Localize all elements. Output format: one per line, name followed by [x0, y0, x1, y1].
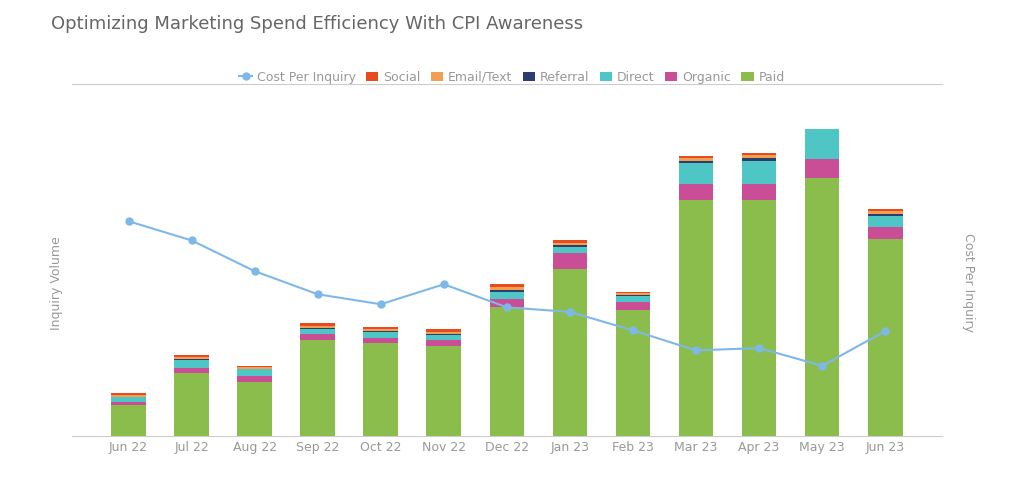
Bar — [679, 158, 714, 161]
Bar — [805, 159, 840, 179]
Bar — [238, 366, 272, 367]
Bar — [867, 211, 902, 213]
Bar — [679, 161, 714, 163]
Bar — [174, 360, 209, 368]
Bar — [553, 243, 588, 246]
Bar — [489, 284, 524, 287]
Bar — [741, 155, 776, 158]
Bar — [805, 179, 840, 436]
Bar — [174, 373, 209, 436]
Bar — [364, 332, 398, 338]
Bar — [805, 110, 840, 113]
Bar — [364, 329, 398, 331]
Bar — [364, 338, 398, 343]
Bar — [741, 161, 776, 184]
Bar — [426, 334, 461, 335]
Bar — [174, 359, 209, 360]
Bar — [174, 368, 209, 373]
Bar — [615, 302, 650, 310]
Bar — [364, 331, 398, 332]
Bar — [489, 308, 524, 436]
Bar — [426, 329, 461, 332]
Bar — [112, 402, 146, 405]
Bar — [741, 153, 776, 155]
Bar — [426, 340, 461, 346]
Bar — [300, 340, 335, 436]
Bar — [112, 395, 146, 397]
Bar — [238, 381, 272, 436]
Bar — [300, 329, 335, 334]
Bar — [238, 367, 272, 369]
Bar — [553, 247, 588, 252]
Bar — [553, 240, 588, 243]
Bar — [300, 328, 335, 329]
Bar — [300, 323, 335, 326]
Bar — [679, 156, 714, 158]
Bar — [489, 292, 524, 299]
Bar — [238, 369, 272, 370]
Bar — [615, 295, 650, 297]
Bar — [805, 113, 840, 115]
Bar — [867, 227, 902, 239]
Bar — [741, 158, 776, 161]
Bar — [867, 216, 902, 227]
Bar — [805, 115, 840, 118]
Bar — [426, 335, 461, 340]
Bar — [112, 392, 146, 395]
Bar — [364, 343, 398, 436]
Bar — [615, 297, 650, 302]
Bar — [615, 293, 650, 295]
Bar — [489, 290, 524, 292]
Bar — [679, 163, 714, 184]
Bar — [615, 310, 650, 436]
Bar — [553, 269, 588, 436]
Bar — [553, 246, 588, 247]
Bar — [112, 397, 146, 402]
Bar — [615, 292, 650, 293]
Bar — [489, 299, 524, 308]
Bar — [679, 184, 714, 200]
Bar — [426, 332, 461, 334]
Bar — [805, 118, 840, 159]
Bar — [553, 252, 588, 269]
Bar — [112, 405, 146, 436]
Bar — [300, 326, 335, 328]
Y-axis label: Inquiry Volume: Inquiry Volume — [50, 236, 63, 330]
Bar — [867, 239, 902, 436]
Bar — [741, 200, 776, 436]
Bar — [300, 334, 335, 340]
Bar — [867, 213, 902, 216]
Bar — [364, 327, 398, 329]
Bar — [174, 355, 209, 358]
Bar — [741, 184, 776, 200]
Bar — [489, 287, 524, 290]
Bar — [174, 358, 209, 359]
Text: Optimizing Marketing Spend Efficiency With CPI Awareness: Optimizing Marketing Spend Efficiency Wi… — [51, 15, 584, 33]
Bar — [426, 346, 461, 436]
Bar — [679, 200, 714, 436]
Bar — [238, 376, 272, 381]
Bar — [238, 370, 272, 376]
Bar — [867, 209, 902, 211]
Y-axis label: Cost Per Inquiry: Cost Per Inquiry — [962, 233, 975, 332]
Legend: Cost Per Inquiry, Social, Email/Text, Referral, Direct, Organic, Paid: Cost Per Inquiry, Social, Email/Text, Re… — [234, 66, 790, 89]
